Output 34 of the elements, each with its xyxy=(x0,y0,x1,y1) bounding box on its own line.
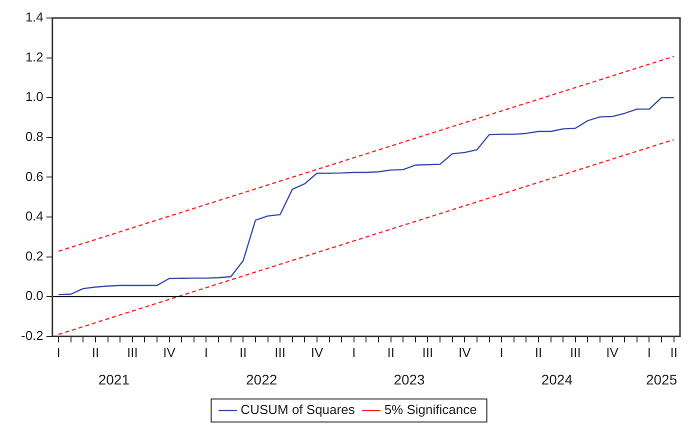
text: 2022 xyxy=(246,371,278,388)
x-tick-label: IV xyxy=(310,344,324,360)
x-tick-label: IV xyxy=(458,344,472,360)
x-tick-label: II xyxy=(534,344,542,360)
x-tick-label: III xyxy=(126,344,138,360)
legend-label: CUSUM of Squares xyxy=(240,402,356,418)
x-tick-label: II xyxy=(92,344,100,360)
text: 2023 xyxy=(394,371,426,388)
y-tick-label: 1.2 xyxy=(25,49,44,64)
y-tick-label: 0.2 xyxy=(25,248,44,264)
text: 2025 xyxy=(646,371,678,388)
y-tick-label: 0.0 xyxy=(25,288,44,304)
x-tick-label: IV xyxy=(606,344,619,360)
text: 2024 xyxy=(541,371,573,388)
x-tick-label: I xyxy=(204,344,208,360)
y-tick-label: 0.8 xyxy=(25,128,44,144)
x-tick-label: I xyxy=(647,344,652,360)
x-tick-label: IV xyxy=(163,344,176,360)
y-tick-label: 0.6 xyxy=(25,168,44,184)
x-tick-label: II xyxy=(387,344,394,360)
x-tick-label: II xyxy=(670,344,678,360)
x-tick-label: II xyxy=(240,344,247,360)
x-tick-label: I xyxy=(56,344,60,360)
y-tick-label: -0.2 xyxy=(20,328,44,343)
y-tick-label: 1.4 xyxy=(25,10,44,25)
y-tick-label: 1.0 xyxy=(25,89,44,104)
x-tick-label: III xyxy=(422,344,434,360)
x-tick-label: I xyxy=(352,344,356,360)
text: 2021 xyxy=(98,371,130,388)
x-tick-label: I xyxy=(500,344,504,360)
legend-label: 5% Significance xyxy=(384,402,477,418)
x-tick-label: III xyxy=(570,344,581,360)
x-tick-label: III xyxy=(274,344,286,360)
y-tick-label: 0.4 xyxy=(25,208,44,224)
